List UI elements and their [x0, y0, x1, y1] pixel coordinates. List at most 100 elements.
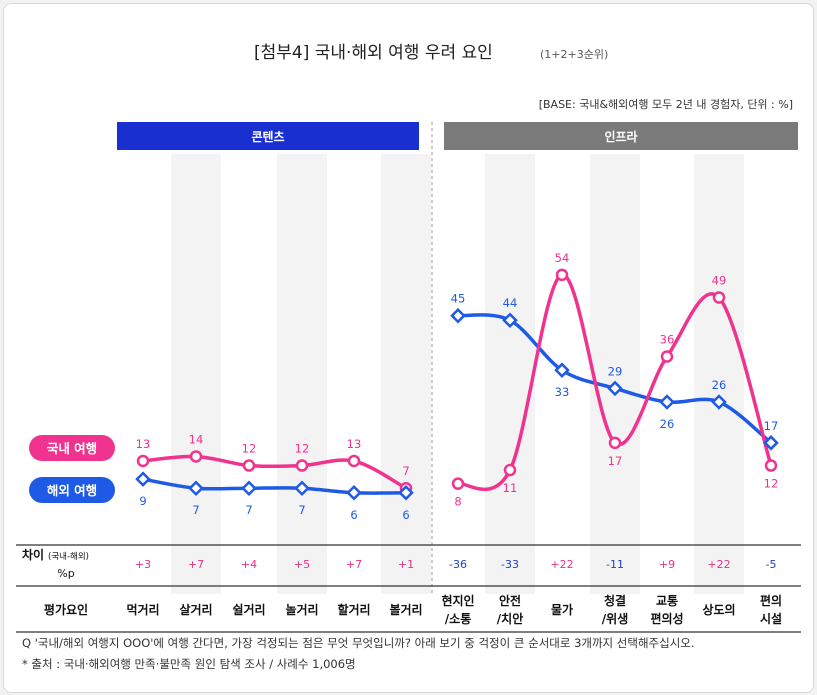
overseas-value-label: 17 [764, 419, 779, 433]
category-label: 물가 [551, 602, 573, 617]
domestic-point [660, 350, 674, 363]
legend-overseas-label: 해외 여행 [47, 483, 97, 498]
overseas-point [188, 480, 204, 496]
content-header-label: 콘텐츠 [251, 129, 284, 144]
overseas-point [554, 362, 570, 378]
diff-value: -33 [501, 558, 519, 571]
category-label: /치안 [497, 611, 523, 626]
domestic-point [451, 477, 465, 490]
domestic-value-label: 14 [189, 432, 204, 446]
column-shade [485, 154, 535, 594]
category-label: 쉴거리 [232, 602, 265, 617]
overseas-value-label: 33 [555, 385, 570, 399]
overseas-point [398, 484, 414, 501]
diff-value: -11 [606, 558, 624, 571]
overseas-value-label: 6 [350, 508, 357, 522]
chart-title: [첨부4] 국내·해외 여행 우려 요인 [254, 43, 493, 63]
footnote-question: Q '국내/해외 여행지 OOO'에 여행 간다면, 가장 걱정되는 점은 무엇… [22, 636, 695, 650]
overseas-value-label: 7 [245, 503, 252, 517]
domestic-point [136, 454, 150, 468]
overseas-point [135, 471, 151, 487]
category-label: 청결 [604, 593, 626, 608]
overseas-point [763, 435, 779, 451]
diff-value: +7 [188, 558, 204, 571]
overseas-value-label: 44 [503, 296, 518, 310]
overseas-point [450, 307, 466, 324]
domestic-point [608, 436, 622, 450]
column-shade [277, 154, 327, 594]
overseas-value-label: 29 [608, 364, 623, 378]
content-header-bar [117, 122, 419, 150]
diff-value: +4 [241, 558, 257, 571]
overseas-value-label: 26 [660, 417, 675, 431]
diff-value: -36 [449, 558, 467, 571]
category-label: 놀거리 [285, 602, 318, 617]
domestic-value-label: 11 [503, 481, 518, 495]
category-label: 먹거리 [126, 602, 159, 617]
domestic-value-label: 36 [660, 333, 675, 347]
diff-value: +9 [659, 558, 675, 571]
overseas-point [346, 484, 362, 501]
category-label: 상도의 [702, 602, 735, 617]
category-label: /위생 [602, 611, 628, 626]
category-label: 교통 [656, 593, 678, 608]
diff-value: -5 [766, 558, 777, 571]
diff-value: +7 [346, 558, 362, 571]
diff-row-label-small: (국내-해외) [48, 551, 89, 562]
domestic-point [189, 450, 203, 463]
chart-svg: [첨부4] 국내·해외 여행 우려 요인 (1+2+3순위) [BASE: 국내… [16, 43, 801, 671]
overseas-value-label: 26 [712, 378, 727, 392]
domestic-value-label: 17 [608, 454, 623, 468]
category-label: 안전 [499, 593, 521, 608]
overseas-value-label: 6 [402, 508, 409, 522]
domestic-point [295, 459, 309, 472]
infra-header-label: 인프라 [604, 129, 637, 144]
overseas-value-label: 7 [298, 503, 305, 517]
footnote-source: * 출처 : 국내·해외여행 만족·불만족 원인 탐색 조사 / 사례수 1,0… [22, 657, 356, 671]
diff-value: +1 [398, 558, 414, 571]
domestic-value-label: 13 [347, 437, 362, 451]
domestic-value-label: 7 [402, 464, 409, 478]
infra-header-bar [444, 122, 798, 150]
category-label: 시설 [760, 611, 782, 626]
legend-domestic-pill [29, 435, 115, 461]
domestic-point [347, 454, 361, 468]
chart-card: [첨부4] 국내·해외 여행 우려 요인 (1+2+3순위) [BASE: 국내… [3, 3, 814, 693]
column-shade [171, 154, 221, 594]
domestic-value-label: 12 [764, 477, 779, 491]
diff-row-label: 차이 [22, 547, 44, 562]
category-label: 할거리 [337, 602, 370, 617]
category-label: 현지인 [441, 593, 474, 608]
column-shade [694, 154, 744, 594]
domestic-value-label: 8 [454, 495, 461, 509]
category-label: 볼거리 [389, 602, 422, 617]
diff-value: +22 [707, 558, 730, 571]
domestic-point [555, 268, 569, 282]
legend-domestic-label: 국내 여행 [47, 441, 97, 456]
diff-row-unit: %p [57, 567, 74, 580]
domestic-value-label: 54 [555, 251, 570, 265]
overseas-point [241, 480, 257, 496]
overseas-point [711, 394, 727, 410]
legend-overseas-pill [29, 477, 115, 503]
domestic-value-label: 49 [712, 274, 727, 288]
diff-value: +3 [135, 558, 151, 571]
domestic-point [503, 463, 517, 477]
overseas-point [294, 480, 310, 496]
diff-value: +5 [294, 558, 310, 571]
chart-subtitle: (1+2+3순위) [540, 48, 608, 61]
overseas-value-label: 45 [451, 292, 466, 306]
category-label: 편의성 [650, 611, 683, 626]
category-label: 살거리 [179, 602, 212, 617]
column-shade [590, 154, 640, 594]
domestic-value-label: 13 [136, 437, 151, 451]
domestic-point [764, 459, 778, 472]
diff-value: +22 [550, 558, 573, 571]
overseas-point [659, 394, 675, 410]
domestic-point [242, 459, 256, 472]
overseas-value-label: 7 [192, 503, 199, 517]
domestic-value-label: 12 [242, 442, 257, 456]
column-shade [381, 154, 431, 594]
overseas-value-label: 9 [139, 494, 146, 508]
category-label: 편의 [760, 593, 782, 608]
